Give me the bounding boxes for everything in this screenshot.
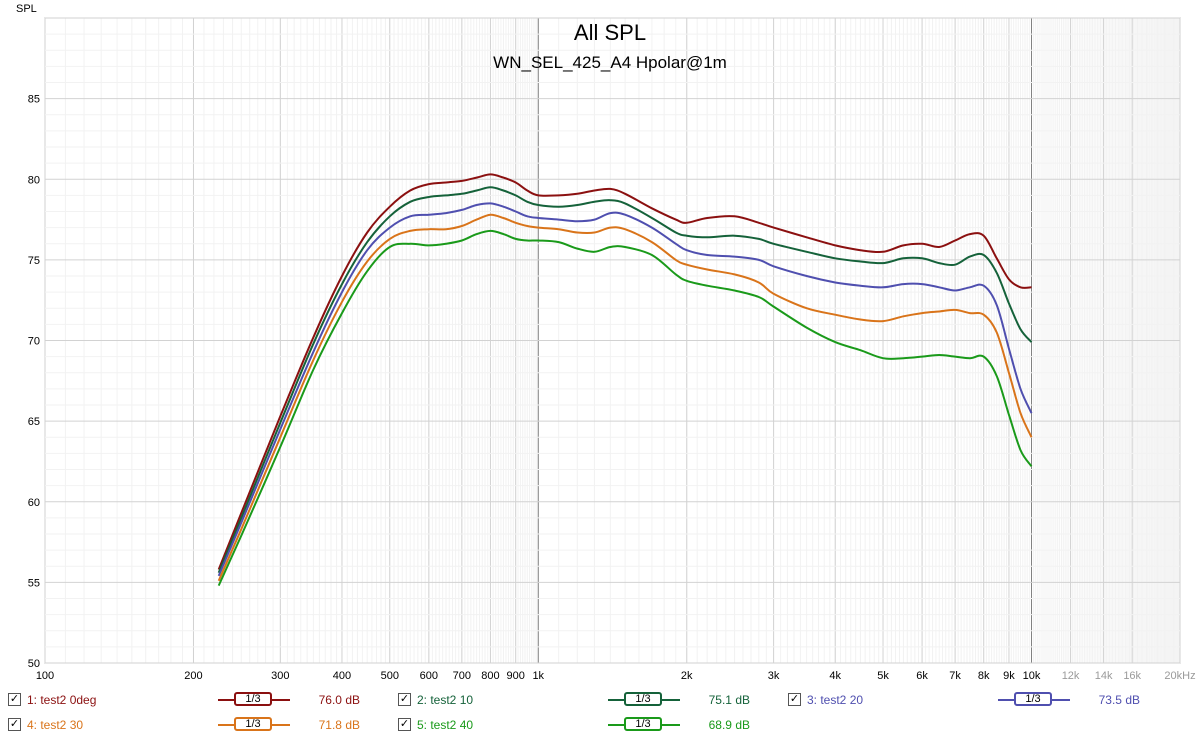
x-tick-label: 7k (949, 670, 961, 682)
smoothing-label: 1/3 (234, 692, 272, 706)
legend-checkbox[interactable]: ✓ (398, 693, 411, 706)
legend-series-name: 2: test2 10 (417, 693, 474, 707)
legend-checkbox[interactable]: ✓ (8, 718, 21, 731)
legend-item: ✓ 5: test2 40 1/3 68.9 dB (398, 715, 788, 735)
smoothing-label: 1/3 (234, 717, 272, 731)
y-tick-label: 85 (28, 94, 40, 106)
legend-item: ✓ 3: test2 20 1/3 73.5 dB (788, 690, 1178, 710)
legend-value: 76.0 dB (318, 693, 360, 707)
series-line (217, 186, 1033, 574)
legend-value: 71.8 dB (318, 718, 360, 732)
x-tick-label: 4k (829, 670, 841, 682)
x-tick-label: 8k (978, 670, 990, 682)
legend-item: ✓ 2: test2 10 1/3 75.1 dB (398, 690, 788, 710)
series-line (217, 202, 1033, 577)
x-tick-label: 10k (1023, 670, 1041, 682)
legend-checkbox[interactable]: ✓ (398, 718, 411, 731)
legend-value: 75.1 dB (708, 693, 750, 707)
smoothing-label: 1/3 (624, 717, 662, 731)
spl-chart: 50 55 60 65 70 75 80 85 100 200 300 400 500 600 700 800… (16, 3, 1196, 682)
axis-ticks: 50 55 60 65 70 75 80 85 100 200 300 400 500 600 700 800… (28, 94, 1196, 682)
x-tick-label: 3k (768, 670, 780, 682)
y-tick-label: 50 (28, 658, 40, 670)
x-tick-label: 400 (333, 670, 351, 682)
legend-checkbox[interactable]: ✓ (8, 693, 21, 706)
smoothing-button[interactable]: 1/3 (608, 691, 680, 709)
legend-value: 73.5 dB (1098, 693, 1140, 707)
x-tick-label: 12k (1062, 670, 1080, 682)
x-tick-label: 6k (916, 670, 928, 682)
legend-value: 68.9 dB (708, 718, 750, 732)
x-tick-label: 9k (1003, 670, 1015, 682)
x-tick-label: 300 (271, 670, 289, 682)
y-tick-label: 70 (28, 336, 40, 348)
grid (44, 17, 1181, 664)
x-tick-label: 20kHz (1164, 670, 1195, 682)
smoothing-button[interactable]: 1/3 (608, 716, 680, 734)
smoothing-button[interactable]: 1/3 (218, 691, 290, 709)
legend-item: ✓ 4: test2 30 1/3 71.8 dB (8, 715, 398, 735)
x-tick-label: 100 (36, 670, 54, 682)
legend-series-name: 1: test2 0deg (27, 693, 97, 707)
y-tick-label: 60 (28, 497, 40, 509)
x-tick-label: 200 (184, 670, 202, 682)
x-tick-label: 500 (381, 670, 399, 682)
legend-series-name: 4: test2 30 (27, 718, 84, 732)
x-tick-label: 800 (481, 670, 499, 682)
y-tick-label: 65 (28, 416, 40, 428)
series-line (217, 213, 1033, 582)
smoothing-label: 1/3 (624, 692, 662, 706)
smoothing-button[interactable]: 1/3 (218, 716, 290, 734)
x-tick-label: 16k (1123, 670, 1141, 682)
y-tick-label: 75 (28, 255, 40, 267)
x-tick-label: 900 (507, 670, 525, 682)
chart-title: All SPL (574, 20, 646, 45)
x-tick-label: 1k (532, 670, 544, 682)
x-tick-label: 5k (877, 670, 889, 682)
chart-subtitle: WN_SEL_425_A4 Hpolar@1m (493, 53, 727, 72)
series-line (217, 229, 1033, 587)
x-tick-label: 14k (1095, 670, 1113, 682)
legend-item: ✓ 1: test2 0deg 1/3 76.0 dB (8, 690, 398, 710)
x-tick-label: 700 (453, 670, 471, 682)
legend-checkbox[interactable]: ✓ (788, 693, 801, 706)
legend-series-name: 5: test2 40 (417, 718, 474, 732)
y-axis-label: SPL (16, 3, 37, 15)
y-tick-label: 80 (28, 174, 40, 186)
smoothing-label: 1/3 (1014, 692, 1052, 706)
x-tick-label: 2k (681, 670, 693, 682)
series-line (217, 173, 1032, 570)
y-tick-label: 55 (28, 577, 40, 589)
legend-series-name: 3: test2 20 (807, 693, 864, 707)
series-lines (217, 173, 1033, 587)
x-tick-label: 600 (420, 670, 438, 682)
smoothing-button[interactable]: 1/3 (998, 691, 1070, 709)
